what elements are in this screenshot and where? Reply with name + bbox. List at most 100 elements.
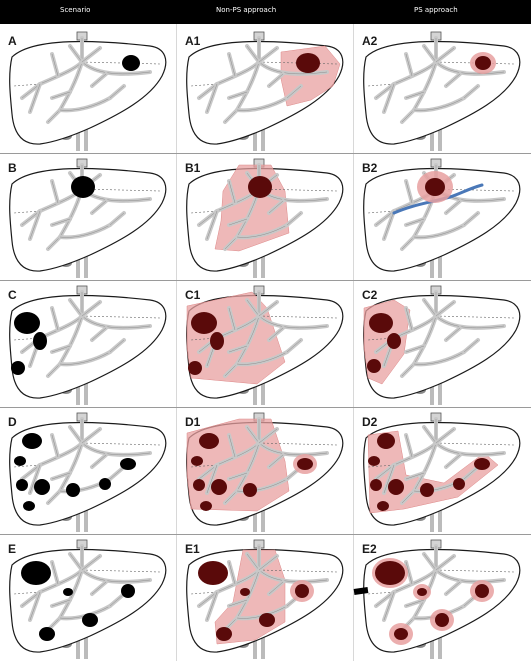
row-divider xyxy=(0,280,531,281)
tumor xyxy=(377,433,395,449)
liver-diagram xyxy=(354,532,530,659)
liver-panel-a1: A1 xyxy=(177,24,353,151)
header-bar: Scenario Non-PS approach PS approach xyxy=(0,0,531,24)
tumor xyxy=(193,479,205,491)
tumor xyxy=(120,458,136,470)
scenario-grid: A A1 A2 B B1 B2 C C1 C2 D D1 D2 E E1 E2 xyxy=(0,24,531,661)
panel-label: C xyxy=(8,288,17,302)
panel-label: E xyxy=(8,542,16,556)
tumor xyxy=(453,478,465,490)
tumor xyxy=(22,433,42,449)
tumor xyxy=(435,613,449,627)
panel-label: C1 xyxy=(185,288,200,302)
liver-panel-b2: B2 xyxy=(354,151,530,278)
tumor xyxy=(248,176,272,198)
panel-label: E1 xyxy=(185,542,200,556)
panel-label: B2 xyxy=(362,161,377,175)
liver-diagram xyxy=(0,532,176,659)
liver-diagram xyxy=(0,405,176,532)
tumor xyxy=(63,588,73,596)
panel-label: D1 xyxy=(185,415,200,429)
tumor xyxy=(71,176,95,198)
liver-diagram xyxy=(354,278,530,405)
liver-panel-e1: E1 xyxy=(177,532,353,659)
liver-diagram xyxy=(177,278,353,405)
tumor xyxy=(39,627,55,641)
liver-diagram xyxy=(354,405,530,532)
tumor xyxy=(417,588,427,596)
liver-panel-a2: A2 xyxy=(354,24,530,151)
tumor xyxy=(21,561,51,585)
column-divider xyxy=(176,24,177,661)
tumor xyxy=(121,584,135,598)
tumor xyxy=(295,584,309,598)
tumor xyxy=(191,312,217,334)
panel-label: C2 xyxy=(362,288,377,302)
panel-label: D2 xyxy=(362,415,377,429)
tumor xyxy=(66,483,80,497)
tumor xyxy=(210,332,224,350)
liver-panel-e: E xyxy=(0,532,176,659)
tumor xyxy=(14,312,40,334)
tumor xyxy=(82,613,98,627)
column-divider xyxy=(353,24,354,661)
tumor xyxy=(199,433,219,449)
liver-diagram xyxy=(0,278,176,405)
liver-panel-b: B xyxy=(0,151,176,278)
tumor xyxy=(99,478,111,490)
panel-label: A xyxy=(8,34,17,48)
liver-diagram xyxy=(354,24,530,151)
tumor xyxy=(368,456,380,466)
tumor xyxy=(34,479,50,495)
liver-panel-d2: D2 xyxy=(354,405,530,532)
header-ps-approach: PS approach xyxy=(414,6,458,14)
liver-panel-e2: E2 xyxy=(354,532,530,659)
liver-panel-a: A xyxy=(0,24,176,151)
tumor xyxy=(11,361,25,375)
panel-label: A2 xyxy=(362,34,377,48)
panel-label: B xyxy=(8,161,17,175)
tumor xyxy=(198,561,228,585)
liver-panel-d: D xyxy=(0,405,176,532)
row-divider xyxy=(0,153,531,154)
tumor xyxy=(23,501,35,511)
liver-diagram xyxy=(177,151,353,278)
tumor xyxy=(297,458,313,470)
tumor xyxy=(369,313,393,333)
tumor xyxy=(191,456,203,466)
tumor xyxy=(259,613,275,627)
tumor xyxy=(377,501,389,511)
liver-panel-c2: C2 xyxy=(354,278,530,405)
tumor xyxy=(367,359,381,373)
panel-label: D xyxy=(8,415,17,429)
liver-diagram xyxy=(177,532,353,659)
tumor xyxy=(370,479,382,491)
liver-panel-c1: C1 xyxy=(177,278,353,405)
tumor xyxy=(188,361,202,375)
tumor xyxy=(475,584,489,598)
tumor xyxy=(14,456,26,466)
panel-label: A1 xyxy=(185,34,200,48)
tumor xyxy=(420,483,434,497)
header-scenario: Scenario xyxy=(60,6,90,14)
liver-diagram xyxy=(354,151,530,278)
liver-diagram xyxy=(177,24,353,151)
tumor xyxy=(211,479,227,495)
liver-diagram xyxy=(0,24,176,151)
liver-panel-b1: B1 xyxy=(177,151,353,278)
row-divider xyxy=(0,407,531,408)
tumor xyxy=(388,479,404,495)
tumor xyxy=(33,332,47,350)
liver-diagram xyxy=(177,405,353,532)
tumor xyxy=(16,479,28,491)
tumor xyxy=(296,53,320,73)
tumor xyxy=(240,588,250,596)
panel-label: E2 xyxy=(362,542,377,556)
tumor xyxy=(122,55,140,71)
tumor xyxy=(216,627,232,641)
tumor xyxy=(200,501,212,511)
row-divider xyxy=(0,534,531,535)
tumor xyxy=(475,56,491,70)
panel-label: B1 xyxy=(185,161,200,175)
tumor xyxy=(243,483,257,497)
